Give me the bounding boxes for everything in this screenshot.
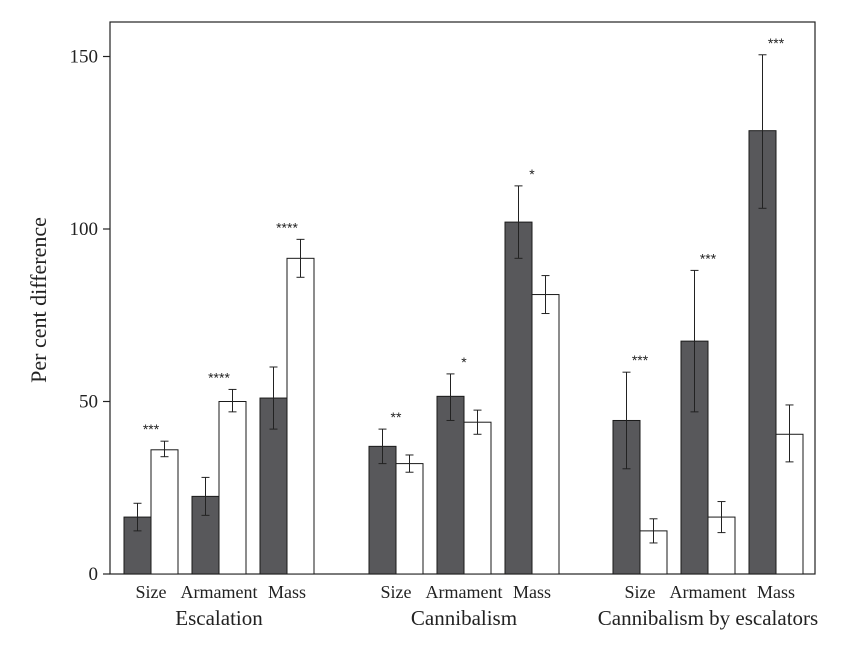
- bar-light: [463, 421, 492, 575]
- significance-label: **: [391, 409, 402, 425]
- category-label: Size: [625, 582, 656, 602]
- category-label: Armament: [426, 582, 503, 602]
- group-label: Cannibalism by escalators: [598, 606, 818, 630]
- significance-label: ***: [143, 421, 160, 437]
- bar-dark: [436, 395, 465, 575]
- category-label: Mass: [757, 582, 795, 602]
- category-label: Armament: [181, 582, 258, 602]
- significance-label: ****: [208, 369, 230, 385]
- significance-label: ***: [632, 352, 649, 368]
- bar-light: [639, 530, 668, 575]
- y-tick-label: 100: [70, 219, 99, 240]
- significance-label: ****: [276, 219, 298, 235]
- y-tick-label: 50: [79, 392, 98, 413]
- category-label: Mass: [268, 582, 306, 602]
- group-label: Escalation: [175, 606, 263, 630]
- significance-label: ***: [700, 250, 717, 266]
- y-tick-label: 0: [89, 564, 99, 585]
- bar-light: [218, 401, 247, 575]
- significance-label: *: [461, 354, 467, 370]
- error-bars: [133, 54, 794, 544]
- bar-light: [150, 449, 179, 575]
- bar-light: [286, 257, 315, 575]
- y-axis: 0 50 100 150: [70, 47, 110, 585]
- bars: [123, 130, 804, 575]
- y-axis-title: Per cent difference: [26, 217, 51, 383]
- y-tick-label: 150: [70, 47, 99, 68]
- bar-light: [395, 463, 424, 575]
- bar-dark: [368, 445, 397, 575]
- bar-light: [531, 294, 560, 575]
- group-label: Cannibalism: [411, 606, 517, 630]
- category-label: Size: [136, 582, 167, 602]
- category-label: Armament: [670, 582, 747, 602]
- category-label: Size: [381, 582, 412, 602]
- bar-dark: [504, 221, 533, 575]
- category-label: Mass: [513, 582, 551, 602]
- significance-label: *: [529, 166, 535, 182]
- significance-label: ***: [768, 35, 785, 51]
- significance-labels: ************************: [143, 35, 785, 437]
